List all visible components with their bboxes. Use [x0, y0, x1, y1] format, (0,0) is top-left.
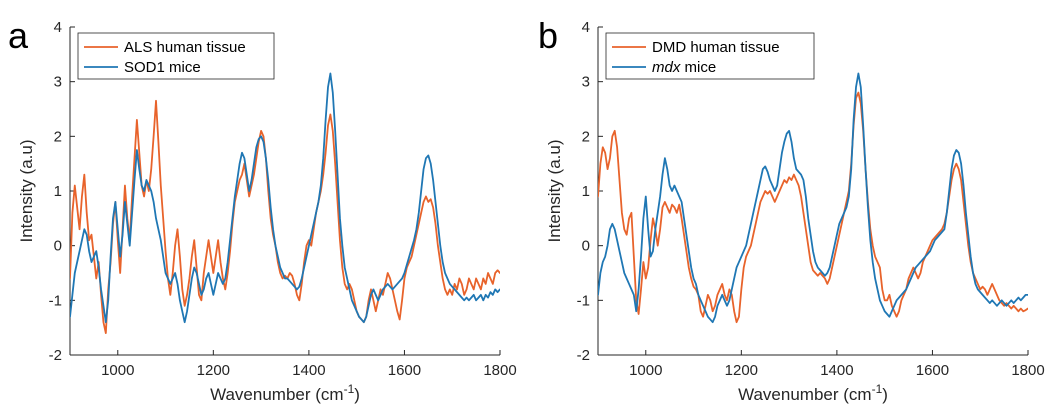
y-tick-label: 2	[582, 128, 590, 145]
x-tick-label: 1400	[820, 362, 853, 379]
y-tick-label: -1	[577, 292, 590, 309]
legend-box	[605, 32, 815, 80]
y-tick-label: 3	[582, 74, 590, 91]
y-tick-label: 0	[54, 238, 62, 255]
panel-a: a -2 -1 0 1 2 3 4 1000 1200 1400 1600 1800 Wavenumber…	[8, 15, 517, 404]
legend-box	[77, 32, 275, 80]
y-tick-label: 1	[54, 183, 62, 200]
x-tick-label: 1400	[292, 362, 325, 379]
legend-label: ALS human tissue	[124, 39, 246, 56]
x-tick-label: 1200	[197, 362, 230, 379]
x-axis-label-text: Wavenumber (cm	[210, 385, 344, 404]
legend-label: DMD human tissue	[652, 39, 780, 56]
y-tick-label: -2	[49, 347, 62, 364]
x-axis-label-suffix: )	[882, 385, 888, 404]
series-line-human	[598, 91, 1028, 324]
y-axis-label: Intensity (a.u)	[545, 140, 564, 243]
y-tick-label: -2	[577, 347, 590, 364]
y-tick-label: 3	[54, 74, 62, 91]
x-axis-label-text: Wavenumber (cm	[738, 385, 872, 404]
x-tick-label: 1600	[916, 362, 949, 379]
panel-letter: b	[538, 15, 558, 56]
y-tick-label: -1	[49, 292, 62, 309]
panel-letter: a	[8, 15, 29, 56]
legend-label: mdx mice	[652, 59, 716, 76]
panel-b: b -2 -1 0 1 2 3 4 1000 1200 1400 1600 1800 Wavenumber…	[538, 15, 1045, 404]
y-tick-label: 1	[582, 183, 590, 200]
x-tick-label: 1800	[483, 362, 516, 379]
legend-label-rest: mice	[680, 59, 716, 76]
legend-label: SOD1 mice	[124, 59, 201, 76]
series-line-mice	[70, 72, 500, 324]
y-tick-label: 4	[54, 19, 62, 36]
x-tick-label: 1800	[1011, 362, 1044, 379]
x-tick-label: 1000	[629, 362, 662, 379]
x-tick-label: 1000	[101, 362, 134, 379]
series-line-mice	[598, 72, 1028, 324]
y-axis-label: Intensity (a.u)	[17, 140, 36, 243]
y-tick-label: 0	[582, 238, 590, 255]
x-tick-label: 1600	[388, 362, 421, 379]
x-axis-label-superscript: -1	[344, 382, 355, 396]
x-axis-label: Wavenumber (cm-1)	[738, 382, 888, 404]
x-axis-label: Wavenumber (cm-1)	[210, 382, 360, 404]
y-tick-label: 2	[54, 128, 62, 145]
x-axis-label-superscript: -1	[872, 382, 883, 396]
x-axis-label-suffix: )	[354, 385, 360, 404]
y-tick-label: 4	[582, 19, 590, 36]
series-line-human	[70, 99, 500, 335]
x-tick-label: 1200	[725, 362, 758, 379]
legend-label-italic: mdx	[652, 59, 681, 76]
